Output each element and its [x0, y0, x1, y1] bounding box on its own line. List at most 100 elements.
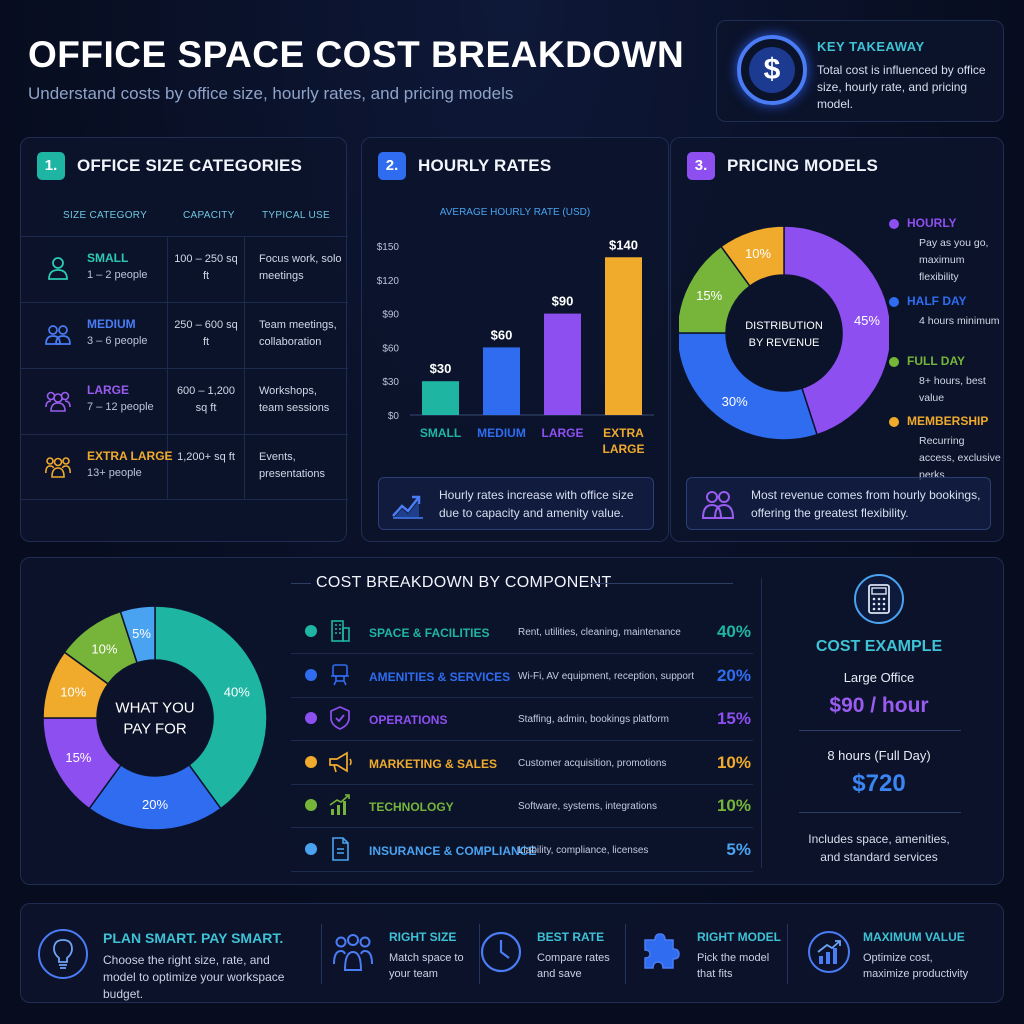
- component-name: MARKETING & SALES: [369, 756, 498, 771]
- component-desc: Staffing, admin, bookings platform: [518, 714, 670, 725]
- cost-example-rate: $90 / hour: [829, 694, 929, 717]
- cost-example-office: Large Office: [843, 670, 915, 685]
- donut-slice: [119, 605, 156, 664]
- component-pct: 20%: [716, 665, 751, 685]
- y-tick-label: $150: [377, 242, 400, 253]
- component-pct: 10%: [716, 752, 751, 772]
- component-row: TECHNOLOGY Software, systems, integration…: [291, 784, 753, 828]
- key-takeaway-heading: KEY TAKEAWAY: [817, 39, 925, 54]
- footer-item-title: MAXIMUM VALUE: [863, 930, 965, 944]
- footer-item-title: BEST RATE: [537, 930, 605, 944]
- page-subtitle: Understand costs by office size, hourly …: [28, 84, 514, 103]
- two-people-icon: [45, 325, 71, 345]
- size-capacity: 600 – 1,200 sq ft: [176, 385, 236, 414]
- component-pct: 5%: [726, 839, 751, 859]
- size-name: LARGE: [87, 383, 129, 397]
- section-number: 1.: [37, 152, 65, 180]
- key-takeaway-text: Total cost is influenced by office size,…: [817, 63, 986, 111]
- donut-center-label: WHAT YOU: [115, 700, 194, 717]
- component-name: INSURANCE & COMPLIANCE: [369, 843, 537, 858]
- y-tick-label: $120: [377, 276, 400, 287]
- pricing-models-panel: 3. PRICING MODELS 45% 30% 15% 10% DISTRIBUTI…: [670, 137, 1004, 542]
- size-people: 13+ people: [87, 467, 142, 479]
- footer-item-text: Optimize cost, maximize productivity: [863, 952, 969, 980]
- section-title: PRICING MODELS: [727, 156, 879, 175]
- slice-value-label: 10%: [91, 641, 117, 656]
- chart-up-icon: [329, 794, 350, 815]
- pricing-note: Most revenue comes from hourly bookings,…: [686, 477, 991, 530]
- hourly-rates-panel: 2. HOURLY RATES AVERAGE HOURLY RATE (USD…: [361, 137, 669, 542]
- x-tick-label: SMALL: [420, 426, 461, 440]
- footer-text: Choose the right size, rate, and model t…: [103, 953, 285, 1001]
- megaphone-icon: [329, 750, 352, 773]
- bar-value-label: $140: [609, 237, 638, 252]
- group-icon: [45, 391, 71, 412]
- footer-item-text: Match space to your team: [389, 952, 464, 980]
- revenue-donut-chart: 45% 30% 15% 10% DISTRIBUTION BY REVENUE: [679, 225, 889, 441]
- component-desc: Liability, compliance, licenses: [518, 844, 649, 856]
- donut-center-label: DISTRIBUTION: [745, 320, 823, 332]
- legend-swatch: [889, 417, 899, 427]
- donut-slice: [783, 225, 889, 436]
- calculator-icon: [854, 574, 904, 624]
- slice-value-label: 10%: [60, 684, 86, 699]
- footer-item-title: RIGHT SIZE: [389, 930, 457, 944]
- bar-value-label: $60: [491, 327, 513, 342]
- x-tick-label: EXTRA: [603, 426, 644, 440]
- component-row: AMENITIES & SERVICES Wi-Fi, AV equipment,…: [291, 654, 753, 698]
- footer-panel: PLAN SMART. PAY SMART. Choose the right …: [20, 903, 1004, 1003]
- legend-desc: 8+ hours, best value: [919, 375, 986, 404]
- person-icon: [48, 257, 68, 280]
- legend-name: MEMBERSHIP: [907, 414, 989, 428]
- cost-example-duration: 8 hours (Full Day): [827, 748, 931, 763]
- cost-breakdown-panel: 40% 20% 15% 10% 10% 5% WHAT YOU PAY FOR COST BR…: [20, 557, 1004, 885]
- component-dot: [305, 799, 317, 811]
- column-header: SIZE CATEGORY: [63, 210, 148, 221]
- size-capacity: 100 – 250 sq ft: [174, 253, 238, 282]
- bar-value-label: $90: [552, 294, 574, 309]
- page-title: OFFICE SPACE COST BREAKDOWN: [28, 34, 685, 75]
- component-name: AMENITIES & SERVICES: [369, 669, 511, 684]
- users-icon: [701, 491, 735, 519]
- size-name: SMALL: [87, 251, 129, 265]
- component-desc: Wi-Fi, AV equipment, reception, support: [518, 670, 695, 682]
- y-tick-label: $60: [382, 343, 399, 354]
- cost-example-heading: COST EXAMPLE: [815, 638, 943, 655]
- legend-name: FULL DAY: [907, 354, 966, 368]
- legend-name: HALF DAY: [907, 294, 967, 308]
- bar: [483, 347, 520, 415]
- document-icon: [332, 836, 349, 861]
- slice-value-label: 20%: [142, 797, 168, 812]
- component-dot: [305, 755, 317, 768]
- table-row: EXTRA LARGE 13+ people 1,200+ sq ft Even…: [21, 434, 348, 500]
- size-use: Focus work, solo meetings: [259, 253, 342, 282]
- slice-value-label: 15%: [65, 750, 91, 765]
- legend-desc: 4 hours minimum: [919, 315, 1000, 327]
- component-row: SPACE & FACILITIES Rent, utilities, clean…: [291, 610, 753, 654]
- hourly-rate-bar-chart: AVERAGE HOURLY RATE (USD) $0 $30 $60 $90 $12…: [377, 207, 654, 456]
- footer-item-text: Compare rates and save: [537, 952, 610, 980]
- slice-value-label: 15%: [696, 288, 722, 303]
- puzzle-icon: [644, 933, 680, 969]
- footer-headline: PLAN SMART. PAY SMART.: [103, 930, 284, 946]
- growth-chart-icon: [808, 931, 850, 973]
- slice-value-label: 40%: [224, 684, 250, 699]
- section-title: HOURLY RATES: [418, 156, 552, 175]
- slice-value-label: 10%: [745, 246, 771, 261]
- section-number: 2.: [378, 152, 406, 180]
- column-header: CAPACITY: [183, 210, 235, 221]
- donut-slice: [679, 332, 819, 441]
- size-use: Events, presentations: [259, 451, 326, 480]
- footer-item-title: RIGHT MODEL: [697, 930, 781, 944]
- legend-name: HOURLY: [907, 216, 957, 230]
- hourly-note-text: Hourly rates increase with office size d…: [439, 488, 634, 520]
- size-capacity: 250 – 600 sq ft: [174, 319, 238, 348]
- section-title: OFFICE SIZE CATEGORIES: [77, 156, 303, 175]
- size-capacity: 1,200+ sq ft: [177, 451, 235, 463]
- component-row: INSURANCE & COMPLIANCE Liability, complia…: [291, 828, 753, 872]
- size-people: 7 – 12 people: [87, 401, 154, 413]
- team-icon: [333, 934, 373, 971]
- legend-swatch: [889, 297, 899, 307]
- size-people: 1 – 2 people: [87, 269, 148, 281]
- component-desc: Software, systems, integrations: [518, 801, 657, 812]
